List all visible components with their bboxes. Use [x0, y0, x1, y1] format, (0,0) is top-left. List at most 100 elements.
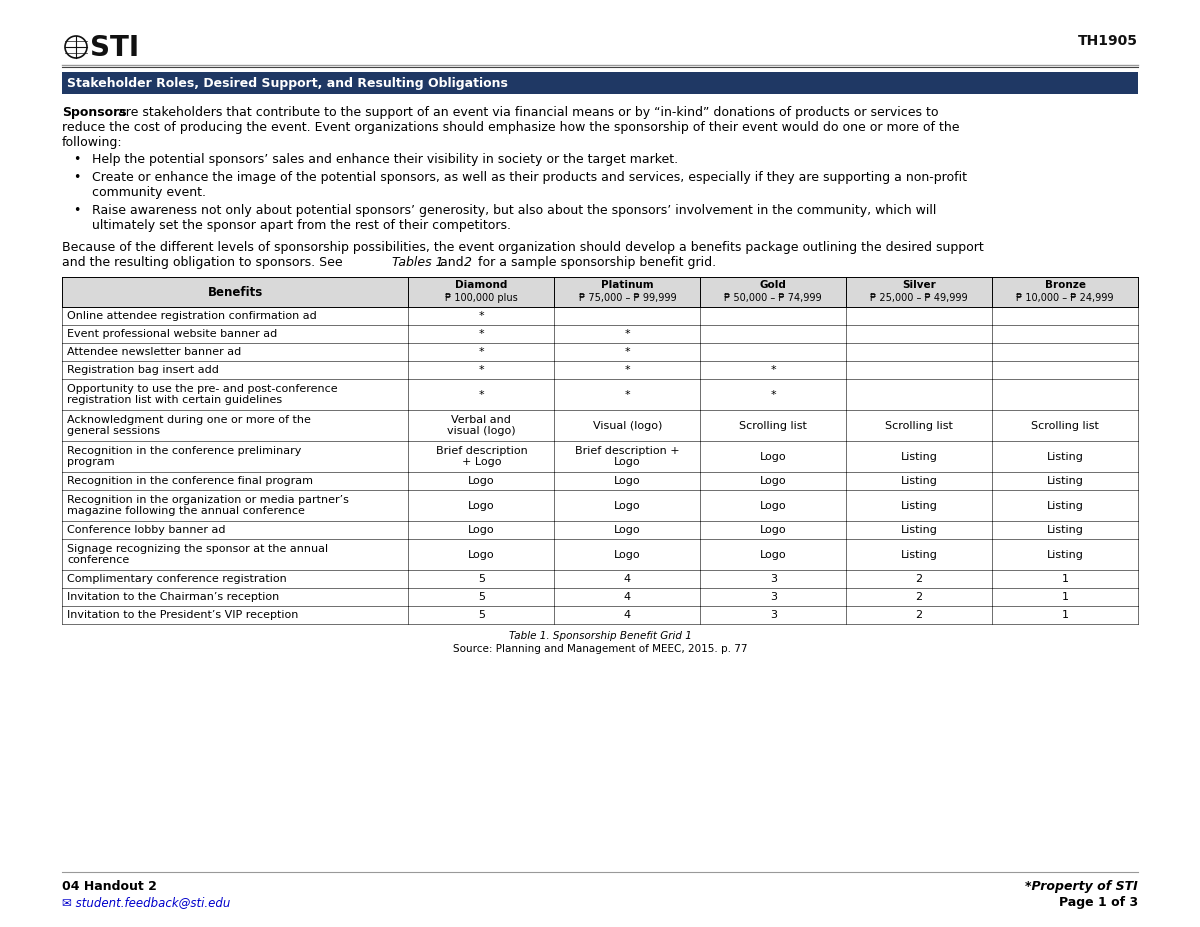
- Text: Verbal and: Verbal and: [451, 415, 511, 425]
- Text: *: *: [479, 329, 485, 339]
- Text: Logo: Logo: [468, 525, 494, 535]
- Text: magazine following the annual conference: magazine following the annual conference: [67, 506, 305, 516]
- Text: 4: 4: [624, 592, 631, 602]
- Text: Listing: Listing: [1046, 451, 1084, 462]
- Bar: [62, 588, 1138, 606]
- Text: following:: following:: [62, 136, 122, 149]
- Text: Scrolling list: Scrolling list: [886, 421, 953, 430]
- Text: 1: 1: [1062, 574, 1068, 584]
- Text: TH1905: TH1905: [1078, 34, 1138, 48]
- Text: 2: 2: [916, 574, 923, 584]
- Text: Benefits: Benefits: [208, 286, 263, 298]
- Text: Listing: Listing: [901, 451, 937, 462]
- Text: Opportunity to use the pre- and post-conference: Opportunity to use the pre- and post-con…: [67, 384, 337, 394]
- Text: *: *: [624, 347, 630, 357]
- Text: Registration bag insert add: Registration bag insert add: [67, 365, 218, 375]
- Text: Diamond: Diamond: [455, 280, 508, 290]
- Text: Raise awareness not only about potential sponsors’ generosity, but also about th: Raise awareness not only about potential…: [92, 204, 936, 217]
- Text: Listing: Listing: [901, 476, 937, 486]
- Text: *Property of STI: *Property of STI: [1025, 880, 1138, 893]
- Text: ₱ 75,000 – ₱ 99,999: ₱ 75,000 – ₱ 99,999: [578, 293, 676, 303]
- Text: Logo: Logo: [760, 525, 786, 535]
- Text: ₱ 100,000 plus: ₱ 100,000 plus: [445, 293, 517, 303]
- Text: 3: 3: [769, 610, 776, 620]
- Text: Recognition in the conference preliminary: Recognition in the conference preliminar…: [67, 446, 301, 456]
- Text: Logo: Logo: [468, 550, 494, 560]
- Text: Silver: Silver: [902, 280, 936, 290]
- Text: and the resulting obligation to sponsors. See: and the resulting obligation to sponsors…: [62, 256, 347, 269]
- Text: Listing: Listing: [1046, 550, 1084, 560]
- Text: 04 Handout 2: 04 Handout 2: [62, 880, 157, 893]
- Text: ₱ 25,000 – ₱ 49,999: ₱ 25,000 – ₱ 49,999: [870, 293, 968, 303]
- Text: *: *: [479, 389, 485, 400]
- Text: program: program: [67, 457, 115, 467]
- Text: •: •: [73, 171, 80, 184]
- Text: Sponsors: Sponsors: [62, 106, 127, 119]
- Text: 2: 2: [464, 256, 472, 269]
- Text: *: *: [624, 329, 630, 339]
- Text: *: *: [624, 365, 630, 375]
- Text: Logo: Logo: [614, 476, 641, 486]
- Text: Source: Planning and Management of MEEC, 2015. p. 77: Source: Planning and Management of MEEC,…: [452, 644, 748, 654]
- Text: visual (logo): visual (logo): [448, 426, 516, 436]
- Bar: [62, 490, 1138, 521]
- Text: •: •: [73, 204, 80, 217]
- Bar: [62, 570, 1138, 588]
- Text: Listing: Listing: [901, 525, 937, 535]
- Text: Event professional website banner ad: Event professional website banner ad: [67, 329, 277, 339]
- Text: Because of the different levels of sponsorship possibilities, the event organiza: Because of the different levels of spons…: [62, 241, 984, 254]
- Text: are stakeholders that contribute to the support of an event via financial means : are stakeholders that contribute to the …: [114, 106, 938, 119]
- Text: Logo: Logo: [468, 476, 494, 486]
- Text: Signage recognizing the sponsor at the annual: Signage recognizing the sponsor at the a…: [67, 544, 328, 554]
- Bar: [62, 72, 1138, 94]
- Text: ultimately set the sponsor apart from the rest of their competitors.: ultimately set the sponsor apart from th…: [92, 219, 511, 232]
- Text: Conference lobby banner ad: Conference lobby banner ad: [67, 525, 226, 535]
- Text: community event.: community event.: [92, 186, 206, 199]
- Text: ₱ 50,000 – ₱ 74,999: ₱ 50,000 – ₱ 74,999: [725, 293, 822, 303]
- Bar: [62, 307, 1138, 325]
- Text: 2: 2: [916, 592, 923, 602]
- Text: Invitation to the Chairman’s reception: Invitation to the Chairman’s reception: [67, 592, 280, 602]
- Text: + Logo: + Logo: [462, 457, 502, 467]
- Text: *: *: [479, 347, 485, 357]
- Text: conference: conference: [67, 555, 130, 565]
- Bar: [62, 361, 1138, 379]
- Text: *: *: [770, 389, 776, 400]
- Text: 4: 4: [624, 574, 631, 584]
- Text: Scrolling list: Scrolling list: [739, 421, 808, 430]
- Text: Listing: Listing: [1046, 525, 1084, 535]
- Text: Online attendee registration confirmation ad: Online attendee registration confirmatio…: [67, 311, 317, 321]
- Bar: [62, 277, 1138, 307]
- Text: Acknowledgment during one or more of the: Acknowledgment during one or more of the: [67, 415, 311, 425]
- Text: Brief description: Brief description: [436, 446, 527, 456]
- Text: Help the potential sponsors’ sales and enhance their visibility in society or th: Help the potential sponsors’ sales and e…: [92, 153, 678, 166]
- Text: general sessions: general sessions: [67, 426, 160, 436]
- Text: Logo: Logo: [468, 501, 494, 511]
- Text: Logo: Logo: [614, 550, 641, 560]
- Text: 1: 1: [1062, 592, 1068, 602]
- Bar: [62, 472, 1138, 490]
- Text: Bronze: Bronze: [1044, 280, 1086, 290]
- Text: Logo: Logo: [614, 457, 641, 467]
- Bar: [62, 343, 1138, 361]
- Text: Scrolling list: Scrolling list: [1031, 421, 1099, 430]
- Text: and: and: [436, 256, 468, 269]
- Text: Listing: Listing: [901, 550, 937, 560]
- Text: 4: 4: [624, 610, 631, 620]
- Text: Stakeholder Roles, Desired Support, and Resulting Obligations: Stakeholder Roles, Desired Support, and …: [67, 77, 508, 90]
- Text: Platinum: Platinum: [601, 280, 654, 290]
- Text: Page 1 of 3: Page 1 of 3: [1058, 896, 1138, 909]
- Text: Tables 1: Tables 1: [392, 256, 444, 269]
- Text: *: *: [770, 365, 776, 375]
- Text: 5: 5: [478, 610, 485, 620]
- Text: Logo: Logo: [760, 476, 786, 486]
- Text: Brief description +: Brief description +: [575, 446, 679, 456]
- Text: Logo: Logo: [760, 550, 786, 560]
- Text: Logo: Logo: [760, 501, 786, 511]
- Text: Attendee newsletter banner ad: Attendee newsletter banner ad: [67, 347, 241, 357]
- Text: Logo: Logo: [760, 451, 786, 462]
- Text: Recognition in the conference final program: Recognition in the conference final prog…: [67, 476, 313, 486]
- Text: *: *: [479, 365, 485, 375]
- Text: 3: 3: [769, 592, 776, 602]
- Text: Logo: Logo: [614, 501, 641, 511]
